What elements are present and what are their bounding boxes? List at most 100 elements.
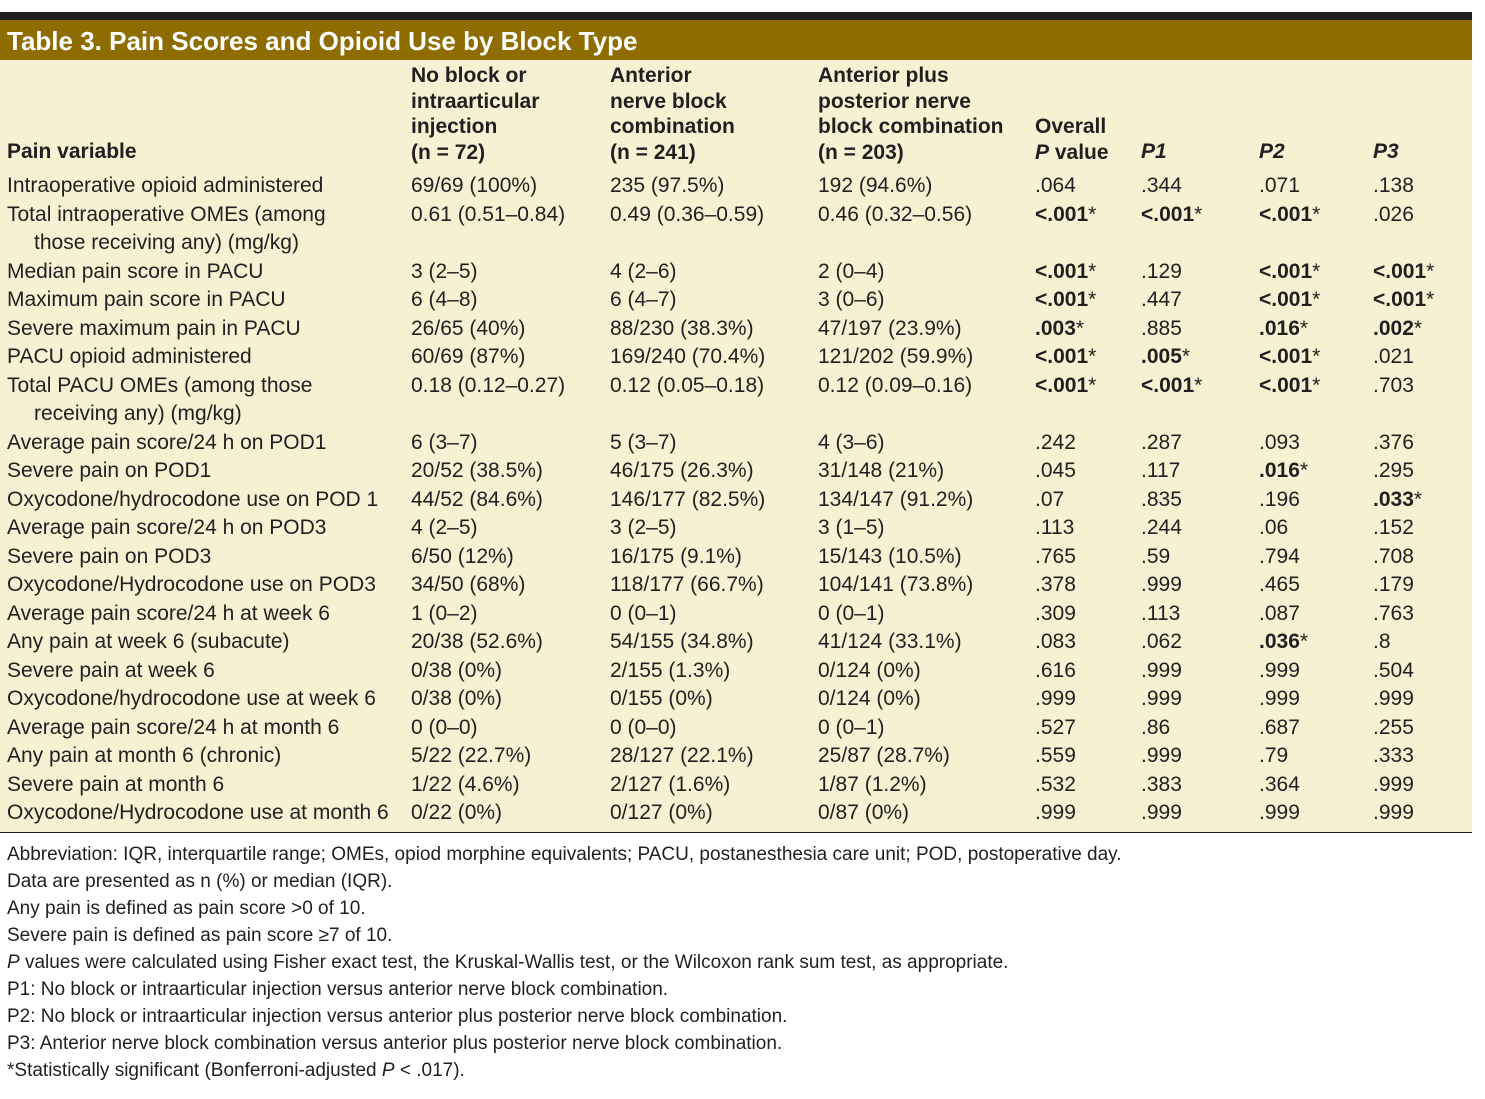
p-value: .021 [1373, 345, 1414, 368]
significance-marker: * [1075, 316, 1085, 340]
p-value: <.001 [1035, 288, 1089, 311]
cell-c2: 0.12 (0.05–0.18) [610, 373, 765, 397]
cell-overall-p: .242 [1035, 429, 1076, 457]
p-value: .616 [1035, 658, 1076, 682]
note-significance: *Statistically significant (Bonferroni-a… [7, 1060, 465, 1081]
p-value: .999 [1373, 801, 1414, 824]
significance-marker: * [1426, 259, 1435, 283]
cell-c1: 0.61 (0.51–0.84) [411, 202, 566, 226]
cell-p1: .244 [1141, 514, 1182, 542]
cell-p2: .093 [1259, 429, 1300, 457]
p-value: <.001 [1259, 373, 1313, 397]
cell-p1: .835 [1141, 486, 1182, 514]
cell-c1: 0 (0–0) [411, 715, 478, 739]
row-label: Intraoperative opioid administered [7, 174, 324, 197]
cell-p2: .016* [1259, 457, 1308, 485]
cell-c2: 4 (2–6) [610, 259, 677, 283]
cell-overall-p: .559 [1035, 742, 1076, 770]
note-p-values: P values were calculated using Fisher ex… [7, 952, 1009, 973]
cell-p3: .333 [1373, 742, 1414, 770]
cell-c3: 4 (3–6) [818, 430, 885, 454]
p-value: .763 [1373, 601, 1414, 625]
cell-c2: 2/127 (1.6%) [610, 772, 731, 796]
cell-c2: 146/177 (82.5%) [610, 487, 766, 511]
cell-p1: .999 [1141, 657, 1182, 685]
p-value: .687 [1259, 715, 1300, 739]
row-label: Average pain score/24 h at week 6 [7, 601, 330, 625]
cell-c2: 0 (0–1) [610, 601, 677, 625]
cell-p2: .087 [1259, 600, 1300, 628]
cell-c1: 0.18 (0.12–0.27) [411, 373, 566, 397]
note-any-pain: Any pain is defined as pain score >0 of … [7, 898, 366, 919]
significance-marker: * [1088, 259, 1097, 283]
cell-p1: .447 [1141, 286, 1182, 314]
p-value: .071 [1259, 174, 1300, 197]
cell-c3: 121/202 (59.9%) [818, 345, 974, 368]
p-value: .093 [1259, 430, 1300, 454]
cell-c2: 118/177 (66.7%) [610, 573, 764, 596]
table-footnotes: Abbreviation: IQR, interquartile range; … [7, 841, 1467, 1084]
cell-c2: 235 (97.5%) [610, 174, 725, 197]
p-value: .333 [1373, 744, 1414, 767]
significance-marker: * [1413, 316, 1423, 340]
p-value: .999 [1259, 658, 1300, 682]
cell-p1: .117 [1141, 457, 1180, 485]
cell-c3: 0.46 (0.32–0.56) [818, 202, 973, 226]
cell-c2: 0/127 (0%) [610, 801, 713, 824]
cell-p3: .8 [1373, 628, 1391, 656]
header-anterior-posterior: Anterior plus posterior nerve block comb… [818, 64, 1004, 164]
cell-p1: .59 [1141, 543, 1170, 571]
p-value: .083 [1035, 630, 1076, 653]
p-value: .999 [1141, 744, 1182, 767]
row-label: Severe maximum pain in PACU [7, 316, 301, 340]
row-label: Average pain score/24 h on POD3 [7, 516, 327, 539]
significance-marker: * [1413, 487, 1423, 511]
p-value: .447 [1141, 288, 1182, 311]
p-value: <.001 [1259, 345, 1313, 368]
row-label: Oxycodone/Hydrocodone use on POD3 [7, 573, 376, 596]
cell-p3: .255 [1373, 714, 1414, 742]
cell-p1: <.001* [1141, 372, 1202, 400]
cell-c2: 2/155 (1.3%) [610, 658, 731, 682]
row-label: Total intraoperative OMEs (among [7, 202, 326, 226]
p-value: .999 [1141, 658, 1182, 682]
cell-c2: 0/155 (0%) [610, 687, 713, 710]
row-label: Any pain at month 6 (chronic) [7, 744, 282, 767]
cell-p3: .504 [1373, 657, 1414, 685]
row-label: Any pain at week 6 (subacute) [7, 630, 290, 653]
p-value: .999 [1259, 687, 1300, 710]
row-label: those receiving any) (mg/kg) [34, 231, 299, 254]
cell-c1: 44/52 (84.6%) [411, 487, 543, 511]
cell-overall-p: .113 [1035, 514, 1074, 542]
p-value: .86 [1141, 715, 1171, 739]
p-value: <.001 [1035, 259, 1089, 283]
cell-c2: 6 (4–7) [610, 288, 677, 311]
p-value: .117 [1141, 459, 1181, 482]
p-value: .703 [1373, 373, 1414, 397]
cell-c2: 54/155 (34.8%) [610, 630, 754, 653]
cell-p3: .138 [1373, 172, 1414, 200]
cell-overall-p: <.001* [1035, 258, 1096, 286]
p-value: <.001 [1035, 345, 1089, 368]
cell-c3: 0 (0–1) [818, 601, 885, 625]
significance-marker: * [1181, 345, 1191, 368]
cell-overall-p: .003* [1035, 315, 1084, 343]
cell-p1: .999 [1141, 571, 1182, 599]
cell-p2: .036* [1259, 628, 1308, 656]
cell-p2: .999 [1259, 799, 1300, 827]
p-value: .016 [1259, 459, 1300, 482]
header-p2: P2 [1259, 140, 1285, 163]
p-value: <.001 [1259, 202, 1313, 226]
cell-c3: 134/147 (91.2%) [818, 487, 974, 511]
p-value: <.001 [1035, 202, 1089, 226]
row-label: Severe pain on POD1 [7, 459, 212, 482]
note-p3: P3: Anterior nerve block combination ver… [7, 1033, 783, 1054]
row-label: PACU opioid administered [7, 345, 252, 368]
cell-p2: .465 [1259, 571, 1300, 599]
cell-c3: 47/197 (23.9%) [818, 316, 962, 340]
note-severe-pain: Severe pain is defined as pain score ≥7 … [7, 925, 393, 946]
p-value: .113 [1035, 516, 1075, 539]
cell-c2: 28/127 (22.1%) [610, 744, 754, 767]
cell-p1: .005* [1141, 343, 1190, 371]
cell-overall-p: .616 [1035, 657, 1076, 685]
